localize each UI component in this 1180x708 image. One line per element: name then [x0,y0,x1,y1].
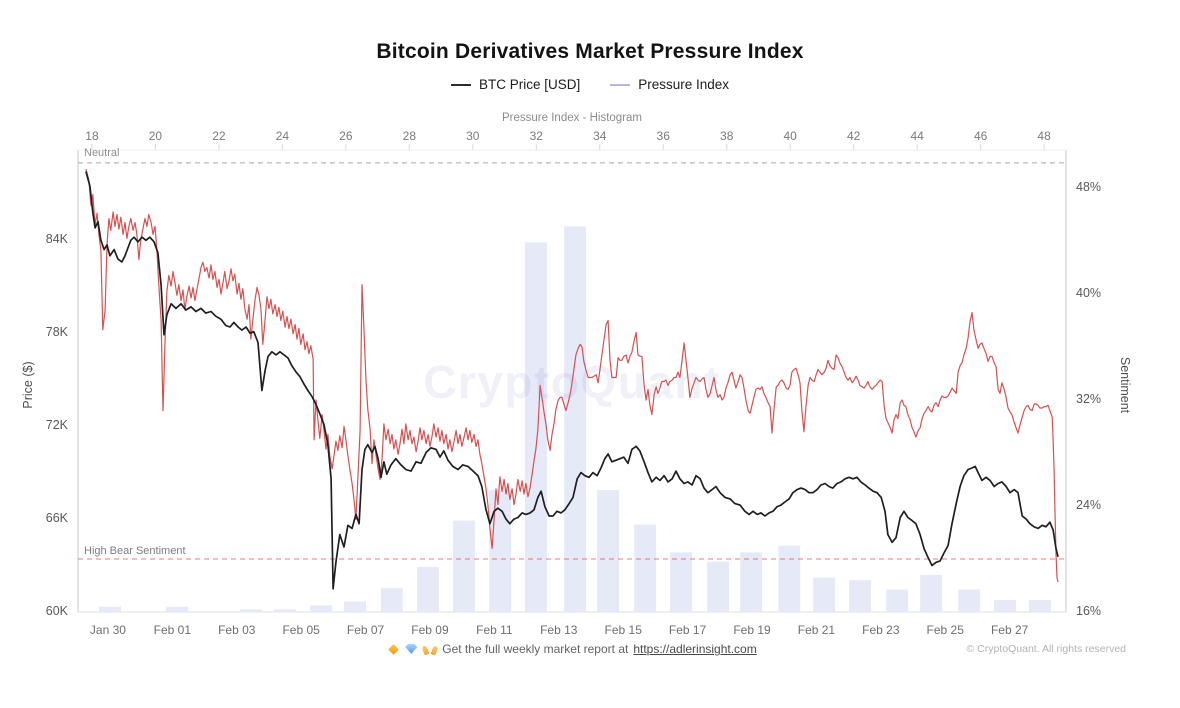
sentiment-axis-title: Sentiment [1118,356,1132,414]
date-axis-tick-label: Feb 19 [733,623,771,637]
histogram-bar [166,606,188,612]
histogram-bar [380,588,403,612]
legend: BTC Price [USD] Pressure Index [0,77,1180,92]
histogram-bar [99,606,121,612]
sentiment-axis-tick-label: 32% [1076,392,1102,406]
date-axis-tick-label: Feb 27 [990,623,1029,637]
promo-text: Get the full weekly market report at [442,642,629,656]
histogram-bar [958,589,981,612]
neutral-label: Neutral [84,147,120,159]
gem-icon [405,644,418,654]
date-axis-tick-label: Feb 05 [282,623,320,637]
copyright-text: © CryptoQuant. All rights reserved [966,643,1126,655]
pressure-axis-tick-label: 20 [148,129,163,143]
histogram-bar [886,589,909,612]
orange-diamond-icon [388,643,400,655]
date-axis-tick-label: Feb 11 [476,623,513,637]
pressure-axis-tick-label: 48 [1037,129,1051,143]
histogram-bar [994,600,1016,612]
sentiment-axis-tick-label: 40% [1076,286,1102,301]
pressure-axis-tick-label: 40 [783,129,797,143]
sentiment-axis-tick-label: 16% [1076,604,1102,618]
price-axis-tick-label: 66K [45,511,68,526]
histogram-bar [1029,600,1051,612]
histogram-bar [274,609,296,612]
sentiment-axis-tick-label: 48% [1076,180,1102,195]
histogram-bar [920,574,943,612]
date-axis-tick-label: Feb 15 [604,623,642,637]
date-axis-tick-label: Feb 13 [540,623,578,637]
legend-label-pressure-index: Pressure Index [638,77,730,92]
pressure-histogram-axis-title: Pressure Index - Histogram [502,112,642,124]
legend-item-pressure-index: Pressure Index [610,77,729,92]
btc-price-line-swatch-icon [450,83,471,86]
price-axis-tick-label: 60K [45,604,68,618]
price-axis-tick-label: 72K [45,418,68,433]
date-axis-tick-label: Feb 01 [153,623,192,637]
price-axis-tick-label: 78K [45,325,68,340]
histogram-bar [778,545,801,612]
pressure-axis-tick-label: 36 [656,129,670,143]
histogram-bar [525,242,547,613]
pressure-axis-tick-label: 44 [910,129,924,143]
histogram-bar [634,524,657,612]
legend-label-btc-price: BTC Price [USD] [478,77,581,92]
date-axis-tick-label: Feb 09 [411,623,449,637]
pressure-axis-tick-label: 42 [846,129,861,143]
pressure-axis-tick-label: 46 [973,129,988,143]
histogram-bar [597,490,619,612]
promo-link[interactable]: https://adlerinsight.com [633,642,757,656]
date-axis-tick-label: Feb 25 [926,623,964,637]
histogram-bar [453,520,475,612]
histogram-bar [417,567,439,612]
pressure-axis-tick-label: 24 [275,129,290,143]
date-axis-tick-label: Feb 07 [346,623,385,637]
btc-price-line [85,171,1059,590]
chart-title: Bitcoin Derivatives Market Pressure Inde… [376,40,804,63]
legend-item-btc-price: BTC Price [USD] [450,77,581,92]
histogram-bar [344,601,366,612]
histogram-bar [310,605,333,612]
date-axis-tick-label: Feb 03 [218,623,256,637]
histogram-bar [489,490,512,612]
footer-promo: Get the full weekly market report at htt… [78,642,1066,656]
pressure-index-line-swatch-icon [610,83,631,86]
sentiment-axis-tick-label: 24% [1076,498,1102,512]
date-axis-tick-label: Feb 17 [668,623,707,637]
histogram-bar [813,577,836,612]
histogram-bar [564,226,586,612]
pressure-axis-tick-label: 32 [529,129,543,143]
date-axis-tick-label: Jan 30 [89,623,126,637]
pressure-axis-tick-label: 38 [720,129,734,143]
histogram-bar [240,609,262,612]
pressure-axis-tick-label: 30 [466,129,480,143]
pressure-index-line [85,168,1059,583]
date-axis-tick-label: Feb 21 [797,623,836,637]
histogram-bar [740,552,763,612]
pressure-axis-tick-label: 26 [339,129,353,143]
histogram-bar [849,580,871,612]
pressure-axis-tick-label: 22 [212,129,226,143]
high-bear-sentiment-label: High Bear Sentiment [84,545,186,557]
pressure-axis-tick-label: 18 [85,129,99,143]
pressure-axis-tick-label: 34 [593,129,607,143]
histogram-bar [670,552,692,612]
price-axis-tick-label: 84K [45,232,68,247]
date-axis-tick-label: Feb 23 [862,623,900,637]
price-axis-title: Price ($) [21,361,35,409]
histogram-bar [707,561,730,612]
pressure-axis-tick-label: 28 [402,129,416,143]
raised-hands-icon [421,644,438,656]
